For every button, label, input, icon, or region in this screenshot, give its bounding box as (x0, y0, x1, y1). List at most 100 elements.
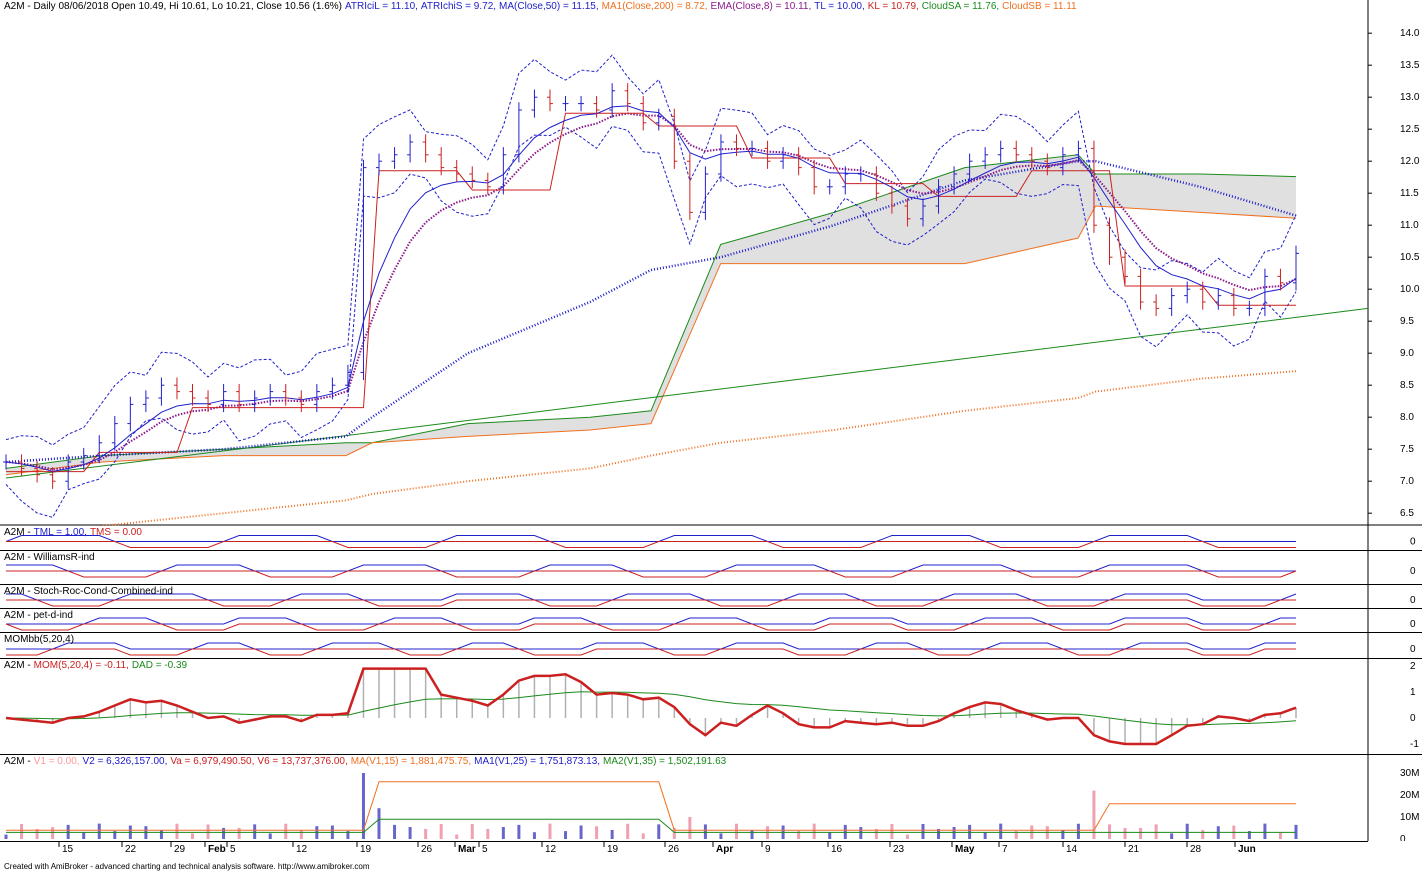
volume-tick-label: 30M (1400, 768, 1419, 779)
mom-tick-label: -1 (1410, 739, 1419, 750)
price-bar (717, 134, 724, 182)
footer-credit: Created with AmiBroker - advanced charti… (4, 862, 370, 871)
price-bar (1168, 287, 1175, 317)
price-bar (546, 89, 553, 112)
x-tick-label: Feb (208, 844, 226, 855)
price-bar (422, 134, 429, 163)
price-bar (1028, 147, 1035, 169)
price-bar (811, 159, 818, 195)
x-tick-label: 23 (893, 844, 905, 855)
indicator-title-part: A2M - Stoch-Roc-Cond-Combined-ind (4, 586, 173, 597)
price-bar (220, 383, 227, 413)
indicator-title-williams: A2M - WilliamsR-ind (4, 552, 98, 564)
mom-title-part: A2M - (4, 660, 31, 671)
indicator-pane-petd[interactable]: 0 A2M - pet-d-ind (0, 609, 1422, 633)
price-title-part: EMA(Close,8) = 10.11, (710, 1, 812, 12)
indicator-chart-williams[interactable]: 0 (0, 551, 1422, 585)
volume-title-part: V1 = 0.00, (33, 756, 80, 767)
volume-pane[interactable]: 30M 20M 10M 0 A2M - V1 = 0.00, V2 = 6,326,157… (0, 755, 1422, 841)
indicator-zero-label: 0 (1410, 595, 1416, 606)
indicator-pane-stochroc[interactable]: 0 A2M - Stoch-Roc-Cond-Combined-ind (0, 585, 1422, 609)
price-bar (1137, 268, 1144, 310)
price-tick-label: 10.0 (1400, 284, 1420, 295)
price-bar (515, 102, 522, 163)
price-title-part: MA(Close,50) = 11.15, (499, 1, 599, 12)
mom-tick-label: 0 (1410, 713, 1416, 724)
price-tick-label: 9.0 (1400, 348, 1414, 359)
indicator-title-part: TMS = 0.00 (89, 527, 142, 538)
price-bar (438, 147, 445, 176)
indicator-up-signal (5, 535, 1296, 542)
price-bar (500, 147, 507, 195)
price-bar (344, 364, 351, 393)
price-title-part: A2M - Daily 08/06/2018 Open 10.49, Hi 10… (4, 1, 342, 12)
trend-line (5, 307, 1369, 479)
price-bar (1293, 245, 1299, 291)
indicator-pane-tml[interactable]: 0 A2M - TML = 1.00, TMS = 0.00 (0, 526, 1422, 551)
price-bar (826, 179, 833, 195)
volume-title-part: Va = 6,979,490.50, (170, 756, 255, 767)
price-bar (1059, 147, 1066, 176)
x-tick-label: Mar (458, 844, 476, 855)
mom-pane[interactable]: 2 1 0 -1 A2M - MOM(5,20,4) = -0.11, DAD = -0.… (0, 659, 1422, 755)
x-axis: 15 22 29 Feb 5 12 19 26 Mar 5 12 19 26 Apr 9 16 23 May 7 14… (0, 841, 1368, 855)
x-tick-label: 16 (831, 844, 843, 855)
price-chart[interactable]: 14.0 13.5 13.0 12.5 12.0 11.5 11.0 10.5 10.0 9.5 9… (0, 0, 1422, 526)
indicator-pane-mombb[interactable]: 0 MOMbb(5,20,4) (0, 633, 1422, 659)
price-bar (376, 153, 383, 176)
indicator-title-part: A2M - (4, 527, 31, 538)
price-bar (624, 83, 631, 112)
price-bar (1184, 281, 1191, 304)
mom-pane-title: A2M - MOM(5,20,4) = -0.11, DAD = -0.39 (4, 660, 190, 672)
price-bar (935, 179, 942, 214)
price-title-part: TL = 10.00, (814, 1, 865, 12)
price-bar (578, 95, 585, 112)
x-tick-label: 29 (174, 844, 186, 855)
price-bar (982, 147, 989, 169)
price-pane[interactable]: 14.0 13.5 13.0 12.5 12.0 11.5 11.0 10.5 10.0 9.5 9… (0, 0, 1422, 526)
price-bar (407, 134, 414, 163)
indicator-down-signal (6, 541, 1296, 548)
price-bar (1199, 281, 1206, 310)
tl-line (5, 105, 1297, 472)
price-bar (111, 415, 118, 451)
cloud-sa-line (5, 154, 1297, 469)
price-bar (966, 153, 973, 182)
indicator-chart-stochroc[interactable]: 0 (0, 585, 1422, 609)
volume-title-part: MA1(V1,25) = 1,751,873.13, (474, 756, 601, 767)
x-tick-label: 21 (1128, 844, 1140, 855)
volume-ma15-line (6, 781, 1296, 831)
price-tick-label: 12.5 (1400, 124, 1420, 135)
price-bar (329, 377, 336, 400)
price-bar (313, 383, 320, 413)
price-bar (702, 166, 709, 221)
indicator-chart-petd[interactable]: 0 (0, 609, 1422, 633)
indicator-chart-mombb[interactable]: 0 (0, 633, 1422, 659)
price-tick-label: 10.5 (1400, 252, 1420, 263)
price-bar (795, 147, 802, 176)
price-tick-label: 14.0 (1400, 28, 1420, 39)
price-bar (1261, 268, 1268, 317)
indicator-title-petd: A2M - pet-d-ind (4, 610, 76, 622)
price-bar (888, 185, 895, 214)
volume-chart[interactable]: 30M 20M 10M 0 (0, 755, 1422, 841)
x-tick-label: 5 (230, 844, 236, 855)
price-bar (18, 454, 25, 477)
mom-title-part: DAD = -0.39 (131, 660, 188, 671)
indicator-chart-tml[interactable]: 0 (0, 526, 1422, 551)
indicator-pane-williams[interactable]: 0 A2M - WilliamsR-ind (0, 551, 1422, 585)
price-tick-label: 7.0 (1400, 476, 1414, 487)
price-bar (919, 198, 926, 227)
indicator-down-signal (6, 648, 1296, 656)
mom-chart[interactable]: 2 1 0 -1 (0, 659, 1422, 755)
x-tick-label: 12 (296, 844, 308, 855)
price-title-part: CloudSB = 11.11 (1002, 1, 1077, 12)
price-tick-label: 6.5 (1400, 508, 1414, 519)
x-tick-label: 26 (668, 844, 680, 855)
indicator-down-signal (5, 623, 1296, 631)
price-bar (857, 166, 864, 182)
volume-tick-label: 20M (1400, 790, 1419, 801)
price-tick-label: 8.5 (1400, 380, 1414, 391)
price-bar (469, 166, 476, 189)
volume-title-part: V6 = 13,737,376.00, (257, 756, 348, 767)
